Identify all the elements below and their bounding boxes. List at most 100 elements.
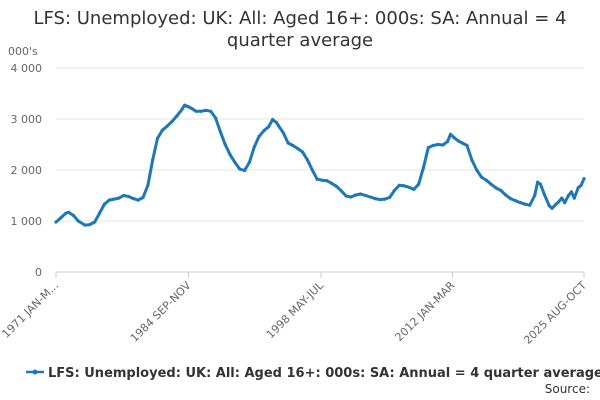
data-point[interactable] xyxy=(228,153,232,157)
series-line[interactable] xyxy=(54,103,586,227)
data-point[interactable] xyxy=(262,129,266,133)
data-point[interactable] xyxy=(233,160,237,164)
data-point[interactable] xyxy=(310,168,314,172)
data-point[interactable] xyxy=(518,201,522,205)
data-point[interactable] xyxy=(446,139,450,143)
data-point[interactable] xyxy=(330,181,334,185)
data-point[interactable] xyxy=(276,124,280,128)
data-point[interactable] xyxy=(388,195,392,200)
data-point[interactable] xyxy=(175,114,179,118)
data-point[interactable] xyxy=(448,132,453,136)
data-point[interactable] xyxy=(102,202,106,206)
data-point[interactable] xyxy=(252,145,256,149)
data-point[interactable] xyxy=(136,198,140,202)
data-point[interactable] xyxy=(576,186,580,190)
data-point[interactable] xyxy=(76,219,80,223)
data-point[interactable] xyxy=(291,143,295,148)
data-point[interactable] xyxy=(465,143,469,148)
data-point[interactable] xyxy=(412,187,416,191)
data-point[interactable] xyxy=(383,197,387,201)
data-point[interactable] xyxy=(301,150,305,154)
data-point[interactable] xyxy=(436,142,440,147)
data-point[interactable] xyxy=(582,177,586,181)
data-point[interactable] xyxy=(494,186,498,190)
data-point[interactable] xyxy=(452,136,456,140)
data-point[interactable] xyxy=(349,195,353,199)
data-point[interactable] xyxy=(344,194,348,198)
data-point[interactable] xyxy=(475,168,479,172)
data-point[interactable] xyxy=(117,196,121,200)
data-point[interactable] xyxy=(470,158,474,162)
data-point[interactable] xyxy=(54,220,58,224)
data-point[interactable] xyxy=(146,183,150,187)
data-point[interactable] xyxy=(214,116,218,120)
data-point[interactable] xyxy=(131,197,135,201)
data-point[interactable] xyxy=(560,196,564,200)
data-point[interactable] xyxy=(339,189,343,193)
data-point[interactable] xyxy=(271,117,275,122)
data-point[interactable] xyxy=(542,192,547,197)
data-point[interactable] xyxy=(373,197,377,201)
data-point[interactable] xyxy=(199,109,203,113)
data-point[interactable] xyxy=(126,194,131,199)
data-point[interactable] xyxy=(533,193,537,198)
data-point[interactable] xyxy=(88,223,92,227)
data-point[interactable] xyxy=(183,103,187,107)
data-point[interactable] xyxy=(180,108,184,112)
data-point[interactable] xyxy=(155,136,160,140)
data-point[interactable] xyxy=(305,158,309,162)
data-point[interactable] xyxy=(223,142,227,147)
data-point[interactable] xyxy=(441,143,445,147)
data-point[interactable] xyxy=(151,158,155,162)
data-point[interactable] xyxy=(421,165,426,169)
data-point[interactable] xyxy=(536,180,540,184)
data-point[interactable] xyxy=(141,195,145,200)
data-point[interactable] xyxy=(550,206,554,210)
data-point[interactable] xyxy=(572,196,576,200)
data-point[interactable] xyxy=(186,105,191,109)
data-point[interactable] xyxy=(499,188,503,192)
data-point[interactable] xyxy=(354,193,358,197)
data-point[interactable] xyxy=(528,203,532,207)
data-point[interactable] xyxy=(557,200,561,204)
data-point[interactable] xyxy=(93,220,97,224)
data-point[interactable] xyxy=(189,106,193,110)
data-point[interactable] xyxy=(160,128,164,132)
data-point[interactable] xyxy=(392,188,397,192)
data-point[interactable] xyxy=(538,182,543,186)
data-point[interactable] xyxy=(296,147,300,151)
data-point[interactable] xyxy=(267,125,271,129)
data-point[interactable] xyxy=(563,201,567,205)
data-point[interactable] xyxy=(523,202,527,206)
data-point[interactable] xyxy=(456,139,460,143)
data-point[interactable] xyxy=(320,178,324,182)
data-point[interactable] xyxy=(417,182,421,186)
data-point[interactable] xyxy=(547,204,551,208)
data-point[interactable] xyxy=(218,130,222,134)
data-point[interactable] xyxy=(378,198,382,202)
data-point[interactable] xyxy=(504,193,508,197)
data-point[interactable] xyxy=(83,223,87,227)
data-point[interactable] xyxy=(247,160,251,164)
legend[interactable]: LFS: Unemployed: UK: All: Aged 16+: 000s… xyxy=(26,366,600,381)
data-point[interactable] xyxy=(257,134,261,138)
data-point[interactable] xyxy=(325,179,329,183)
data-point[interactable] xyxy=(209,109,213,113)
data-point[interactable] xyxy=(170,119,174,124)
data-point[interactable] xyxy=(286,141,290,145)
data-point[interactable] xyxy=(122,193,126,198)
data-point[interactable] xyxy=(64,211,68,215)
data-point[interactable] xyxy=(112,197,116,201)
data-point[interactable] xyxy=(479,175,484,179)
data-point[interactable] xyxy=(554,202,558,206)
data-point[interactable] xyxy=(59,216,63,220)
data-point[interactable] xyxy=(566,193,571,198)
data-point[interactable] xyxy=(243,168,247,173)
data-point[interactable] xyxy=(402,184,406,188)
data-point[interactable] xyxy=(238,167,242,171)
data-point[interactable] xyxy=(334,184,338,188)
data-point[interactable] xyxy=(569,190,574,194)
data-point[interactable] xyxy=(107,198,111,202)
data-point[interactable] xyxy=(431,143,435,148)
data-point[interactable] xyxy=(508,197,513,201)
